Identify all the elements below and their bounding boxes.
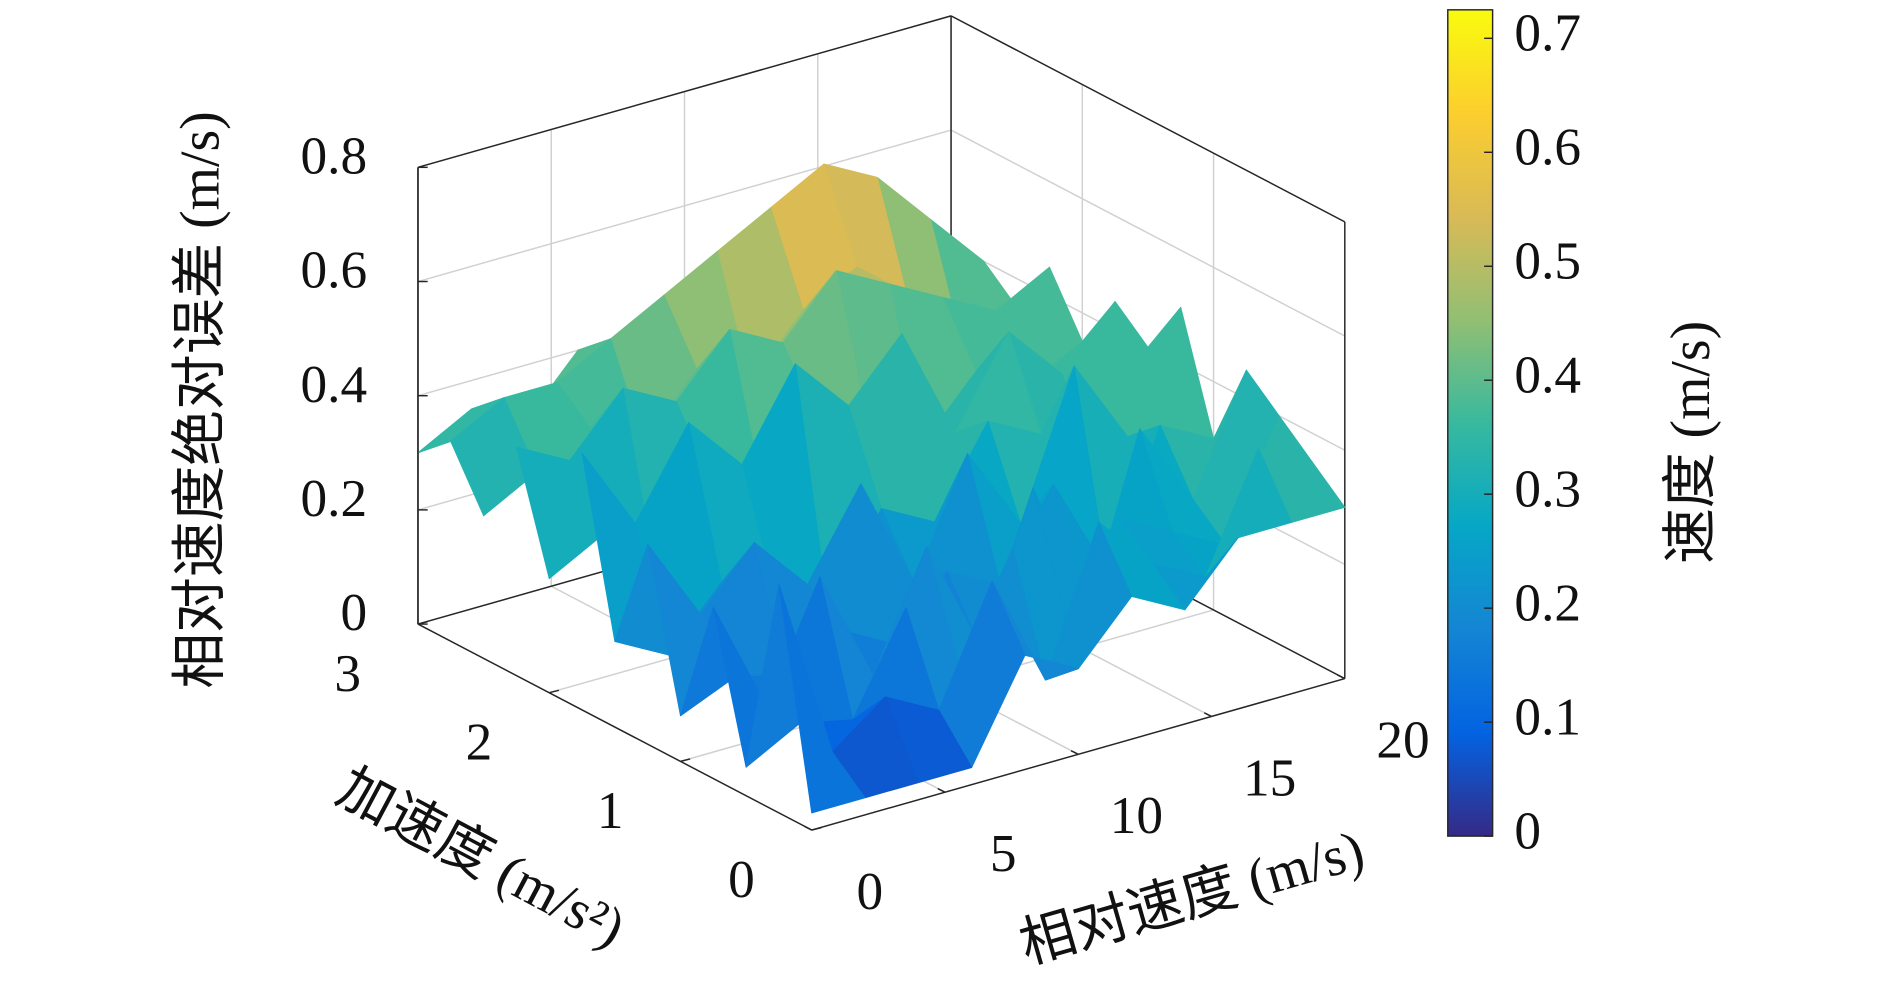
x-tick-label: 5 <box>990 824 1017 883</box>
colorbar-tick-label: 0.1 <box>1514 687 1581 746</box>
y-tick-label: 3 <box>334 644 361 703</box>
grid-line <box>950 129 1346 337</box>
x-tick-label: 20 <box>1376 710 1429 769</box>
tick-mark <box>1203 712 1212 718</box>
axes-box <box>417 15 952 169</box>
y-tick-label: 0 <box>728 850 755 909</box>
tick-mark <box>1337 674 1346 680</box>
z-tick-label: 0.2 <box>300 469 367 528</box>
z-axis-label: 相对速度绝对误差 (m/s) <box>170 111 232 688</box>
colorbar-tick-label: 0 <box>1514 801 1541 860</box>
x-tick-label: 0 <box>857 862 884 921</box>
x-axis-label: 相对速度 (m/s) <box>1013 819 1371 976</box>
x-tick-label: 10 <box>1110 786 1163 845</box>
colorbar-label: 速度 (m/s) <box>1660 321 1722 564</box>
surface <box>417 163 1346 814</box>
axis-line <box>417 623 813 831</box>
z-tick-label: 0.8 <box>300 127 367 186</box>
z-tick-label: 0.6 <box>300 241 367 300</box>
y-tick-label: 1 <box>597 781 624 840</box>
colorbar-tick-label: 0.2 <box>1514 573 1581 632</box>
y-tick-label: 2 <box>466 712 493 771</box>
colorbar-tick-label: 0.5 <box>1514 231 1581 290</box>
tick-mark <box>804 825 813 831</box>
colorbar-tick-label: 0.6 <box>1514 118 1581 177</box>
x-tick-label: 15 <box>1243 748 1296 807</box>
surface-patch <box>778 584 866 814</box>
tick-mark <box>1070 750 1079 755</box>
colorbar-tick-label: 0.7 <box>1514 4 1581 63</box>
colorbar-tick-label: 0.4 <box>1514 345 1581 404</box>
colorbar <box>1447 9 1494 837</box>
y-axis-label: 加速度 (m/s²) <box>327 757 635 960</box>
z-tick-label: 0 <box>340 583 367 642</box>
axis-line <box>811 677 1346 831</box>
grid-line <box>417 129 952 283</box>
colorbar-tick-label: 0.3 <box>1514 459 1581 518</box>
axes-box <box>950 15 1346 223</box>
tick-mark <box>937 787 946 793</box>
tick-mark <box>680 758 691 763</box>
tick-mark <box>549 689 560 694</box>
tick-mark <box>811 826 822 831</box>
z-tick-label: 0.4 <box>300 355 367 414</box>
